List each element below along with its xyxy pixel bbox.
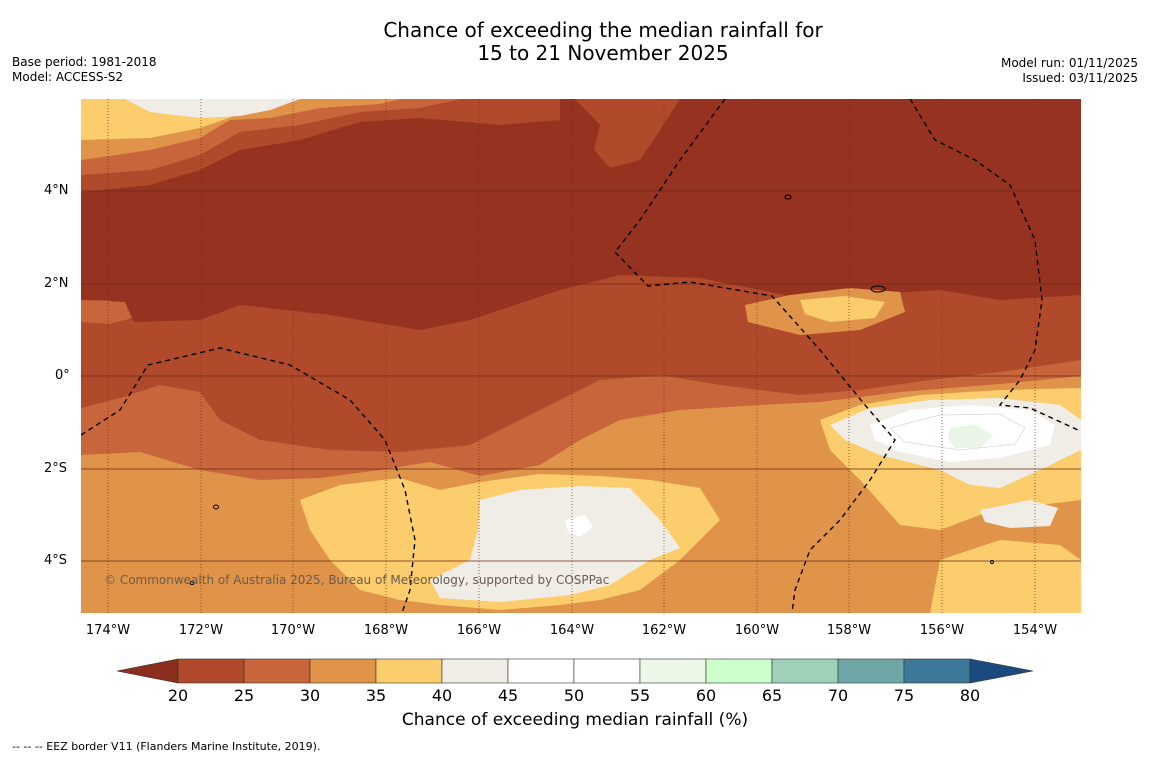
colorbar-extend-low (116, 658, 179, 684)
colorbar-swatch-25-30 (243, 658, 311, 684)
colorbar-swatch-30-35 (309, 658, 377, 684)
contour-35-40-centralblob (800, 296, 885, 322)
contour-20-25-northcentral (575, 99, 680, 168)
colorbar-swatch-75-80 (903, 658, 971, 684)
lon-label-158w: 158°W (826, 623, 872, 638)
colorbar-tick-80: 80 (959, 686, 981, 705)
lon-label-156w: 156°W (919, 623, 965, 638)
colorbar-tick-60: 60 (695, 686, 717, 705)
colorbar-tick-50: 50 (563, 686, 585, 705)
title-line-1: Chance of exceeding the median rainfall … (383, 18, 823, 42)
lat-label-equator: 0° (55, 368, 70, 383)
colorbar-swatch-70-75 (837, 658, 905, 684)
colorbar-swatch-60-65 (705, 658, 773, 684)
lon-label-172w: 172°W (178, 623, 224, 638)
colorbar-tick-35: 35 (365, 686, 387, 705)
contour-40-45-north (125, 99, 300, 118)
colorbar-swatch-35-40 (375, 658, 443, 684)
colorbar-tick-30: 30 (299, 686, 321, 705)
colorbar-swatch-20-25 (177, 658, 245, 684)
contour-35-40-southeast (930, 540, 1081, 613)
model-label: Model: ACCESS-S2 (12, 70, 124, 84)
contour-40-45 (430, 486, 680, 602)
contour-25-30-west-blob (81, 300, 132, 324)
lon-label-164w: 164°W (549, 623, 595, 638)
lon-label-166w: 166°W (456, 623, 502, 638)
metadata-right: Model run: 01/11/2025 Issued: 03/11/2025 (1001, 56, 1138, 86)
model-run-label: Model run: 01/11/2025 (1000, 56, 1138, 70)
eez-border (81, 99, 1079, 613)
lat-label-2s: 2°S (44, 461, 68, 476)
latitude-lines (81, 190, 1081, 562)
copyright-notice: © Commonwealth of Australia 2025, Bureau… (104, 573, 610, 587)
lat-label-2n: 2°N (44, 276, 69, 291)
colorbar-tick-55: 55 (629, 686, 651, 705)
lon-label-160w: 160°W (734, 623, 780, 638)
colorbar-title: Chance of exceeding median rainfall (%) (401, 710, 749, 730)
metadata-left: Base period: 1981-2018 Model: ACCESS-S2 (12, 55, 157, 85)
contour-55-60 (948, 424, 993, 448)
rainfall-probability-map (81, 99, 1081, 613)
chart-title: Chance of exceeding the median rainfall … (0, 19, 1150, 65)
islands (189, 194, 994, 585)
lon-label-154w: 154°W (1012, 623, 1058, 638)
lon-label-168w: 168°W (363, 623, 409, 638)
eez-legend-note: -- -- -- EEZ border V11 (Flanders Marine… (12, 740, 321, 753)
lon-label-174w: 174°W (85, 623, 131, 638)
colorbar-swatch-55-60 (639, 658, 707, 684)
lat-label-4n: 4°N (44, 183, 69, 198)
lat-label-4s: 4°S (44, 553, 68, 568)
contour-40-45-southeast-blob (980, 500, 1058, 528)
colorbar-tick-20: 20 (167, 686, 189, 705)
colorbar-tick-65: 65 (761, 686, 783, 705)
colorbar-extend-high (969, 658, 1034, 684)
base-period-label: Base period: 1981-2018 (12, 55, 157, 69)
colorbar-tick-70: 70 (827, 686, 849, 705)
colorbar-tick-75: 75 (893, 686, 915, 705)
colorbar-tick-40: 40 (431, 686, 453, 705)
colorbar-swatch-45-50 (507, 658, 575, 684)
colorbar-swatch-65-70 (771, 658, 839, 684)
issued-label: Issued: 03/11/2025 (1022, 71, 1138, 85)
title-line-2: 15 to 21 November 2025 (477, 41, 729, 65)
colorbar (116, 658, 1034, 684)
colorbar-tick-45: 45 (497, 686, 519, 705)
colorbar-swatch-50-55 (573, 658, 641, 684)
lon-label-170w: 170°W (270, 623, 316, 638)
contour-line-inner (889, 413, 1026, 451)
colorbar-swatch-40-45 (441, 658, 509, 684)
lon-label-162w: 162°W (641, 623, 687, 638)
colorbar-tick-25: 25 (233, 686, 255, 705)
